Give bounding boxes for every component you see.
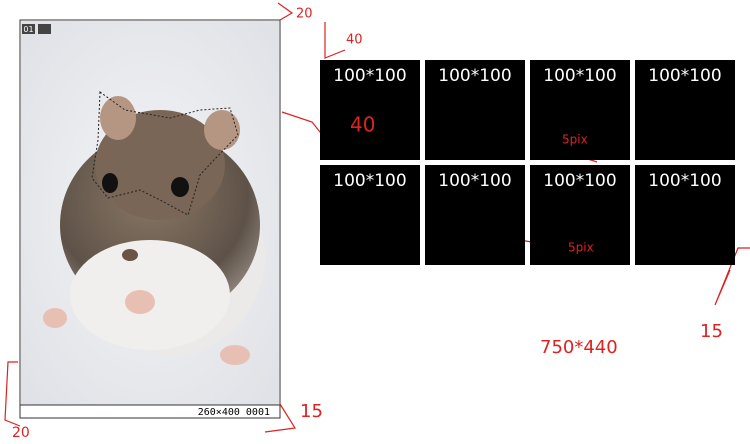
tile-label: 100*100 (648, 171, 721, 191)
tile (425, 165, 525, 265)
annotation: 750*440 (540, 337, 618, 358)
hamster (43, 91, 265, 365)
tile (530, 165, 630, 265)
annotation: 40 (350, 113, 375, 137)
annotation: 40 (346, 33, 363, 48)
tile (320, 165, 420, 265)
tile-label: 100*100 (543, 171, 616, 191)
annotation: 15 (300, 401, 323, 422)
caption: 260×400 0001 (198, 407, 270, 418)
badge: 01 (23, 25, 33, 34)
tile (635, 60, 735, 160)
tile-label: 100*100 (438, 171, 511, 191)
tile (320, 60, 420, 160)
annotation: 20 (296, 7, 313, 22)
annotation: 5pix (562, 133, 588, 147)
tile-label: 100*100 (648, 66, 721, 86)
annotation: 15 (700, 321, 723, 342)
tile-label: 100*100 (333, 66, 406, 86)
annotation: 5pix (568, 241, 594, 255)
tile-label: 100*100 (543, 66, 616, 86)
tile-label: 100*100 (333, 171, 406, 191)
icon (38, 24, 51, 34)
annotation: 20 (12, 425, 30, 440)
badge-box (22, 24, 35, 34)
tile (635, 165, 735, 265)
tile-label: 100*100 (438, 66, 511, 86)
tile (425, 60, 525, 160)
tile (530, 60, 630, 160)
